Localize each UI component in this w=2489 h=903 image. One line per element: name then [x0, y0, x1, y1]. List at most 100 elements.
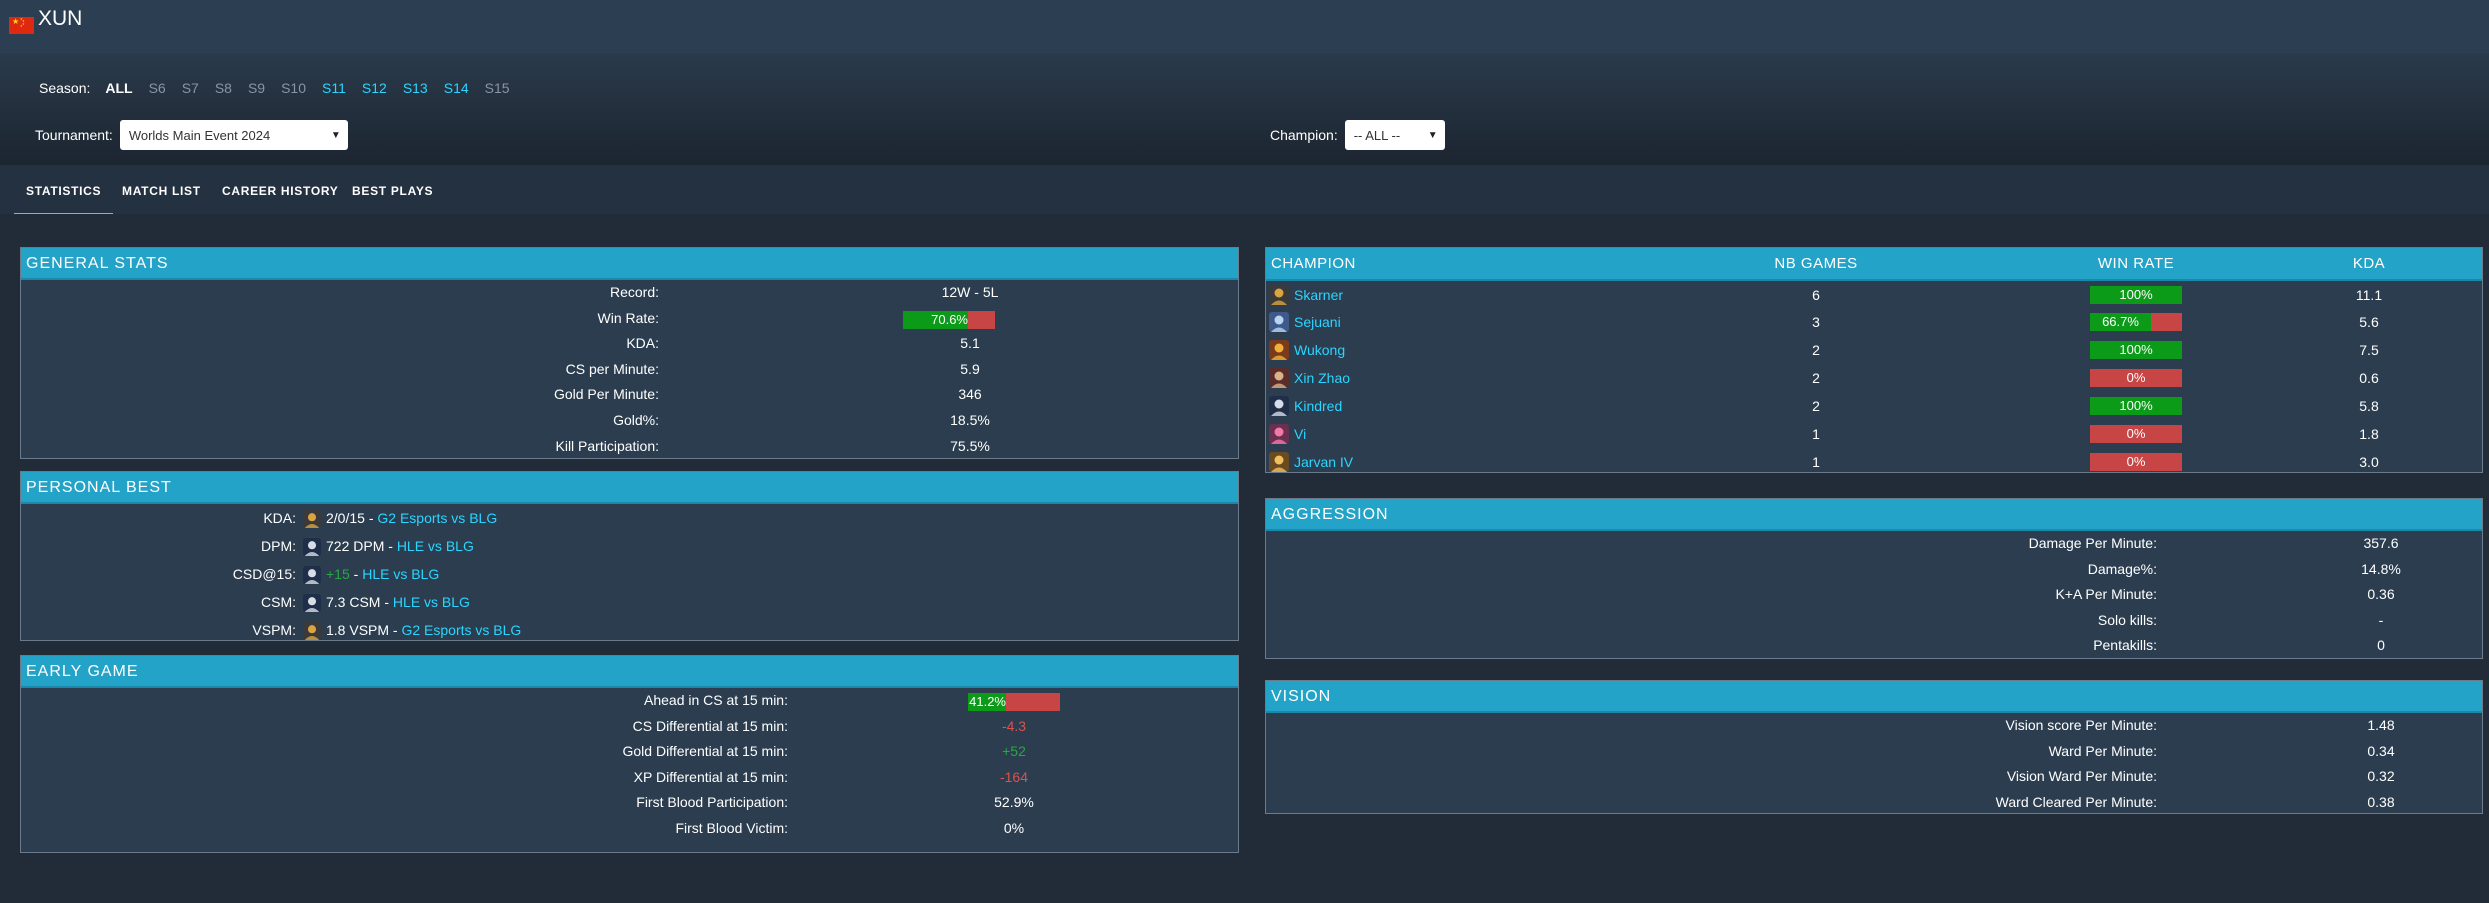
- winrate-bar: 0%: [2090, 425, 2182, 444]
- personal-best-title: PERSONAL BEST: [21, 472, 1238, 504]
- season-s13[interactable]: S13: [402, 80, 428, 96]
- tab-best-plays[interactable]: BEST PLAYS: [352, 184, 434, 198]
- winrate-bar: 100%: [2090, 397, 2182, 416]
- games-cell: 2: [1812, 342, 1820, 358]
- season-s7: S7: [181, 80, 199, 96]
- ahead-cs-value: 41.2%: [969, 694, 1006, 709]
- champion-cell: Wukong: [1266, 336, 1616, 364]
- winrate-fill: 100%: [2090, 285, 2182, 304]
- early-game-value: -164: [999, 768, 1029, 785]
- champion-link[interactable]: Vi: [1294, 426, 1307, 442]
- personal-best-match-link[interactable]: G2 Esports vs BLG: [377, 510, 498, 526]
- winrate-bar: 0%: [2090, 453, 2182, 472]
- tab-statistics[interactable]: STATISTICS: [14, 184, 114, 216]
- vision-row: Ward Per Minute: 0.34: [1266, 739, 2482, 765]
- general-stat-label: KDA:: [626, 335, 659, 352]
- winrate-cell: 0%: [2016, 364, 2256, 392]
- champion-link[interactable]: Xin Zhao: [1294, 370, 1351, 386]
- general-stat-value: 5.1: [960, 335, 980, 352]
- skarner-icon: [303, 621, 321, 640]
- champion-link[interactable]: Kindred: [1294, 398, 1343, 414]
- games-cell: 3: [1812, 314, 1820, 330]
- lossrate-fill: [2151, 313, 2182, 332]
- champion-link[interactable]: Jarvan IV: [1294, 454, 1354, 470]
- ahead-cs-fill: 41.2%: [968, 693, 1006, 711]
- aggression-label: Damage Per Minute:: [2028, 535, 2157, 551]
- vision-value: 0.32: [2367, 768, 2395, 785]
- kda-cell: 7.5: [2359, 342, 2379, 358]
- season-s14[interactable]: S14: [443, 80, 469, 96]
- aggression-value: 357.6: [2363, 535, 2399, 551]
- kda-cell: 0.6: [2359, 370, 2379, 386]
- champion-row: Skarner 6 100% 11.1: [1266, 280, 2482, 308]
- personal-best-value-wrap: 2/0/15 - G2 Esports vs BLG: [326, 504, 497, 532]
- early-game-label: Gold Differential at 15 min:: [622, 743, 789, 760]
- record-value: 12W - 5L: [941, 284, 999, 300]
- winrate-value: 100%: [2119, 398, 2153, 414]
- champion-link[interactable]: Sejuani: [1294, 314, 1341, 330]
- champion-select[interactable]: -- ALL -- ▼: [1344, 120, 1445, 150]
- early-game-value: +52: [1002, 743, 1026, 760]
- champion-filter-label: Champion:: [1270, 127, 1338, 143]
- kda-cell: 11.1: [2355, 286, 2383, 303]
- winrate-cell: 100%: [2016, 392, 2256, 420]
- personal-best-match-link[interactable]: G2 Esports vs BLG: [401, 622, 522, 638]
- separator: -: [389, 622, 402, 638]
- sejuani-icon: [1269, 312, 1289, 332]
- champion-row: Jarvan IV 1 0% 3.0: [1266, 448, 2482, 476]
- tab-career-history[interactable]: CAREER HISTORY: [222, 184, 339, 198]
- games-column-header: NB GAMES: [1774, 255, 1858, 272]
- winrate-value: 100%: [2119, 286, 2153, 302]
- season-s12[interactable]: S12: [361, 80, 387, 96]
- general-stats-panel: GENERAL STATS Record: 12W - 5L Win Rate:…: [20, 247, 1239, 459]
- season-all[interactable]: ALL: [105, 80, 133, 96]
- personal-best-match-link[interactable]: HLE vs BLG: [392, 594, 470, 610]
- aggression-value: -: [2378, 611, 2384, 628]
- tournament-label: Tournament:: [35, 127, 113, 143]
- general-stat-row: KDA: 5.1: [21, 331, 1238, 357]
- tab-bar: STATISTICS MATCH LIST CAREER HISTORY BES…: [0, 165, 2489, 216]
- ahead-cs-row: Ahead in CS at 15 min: 41.2%: [21, 688, 1238, 714]
- personal-best-match-link[interactable]: HLE vs BLG: [362, 566, 440, 582]
- season-filter: Season: ALL S6 S7 S8 S9 S10 S11 S12 S13 S14 S15: [39, 80, 526, 96]
- season-s9: S9: [247, 80, 266, 96]
- champion-cell: Sejuani: [1266, 308, 1616, 336]
- general-stat-value: 75.5%: [950, 437, 990, 454]
- winrate-value: 100%: [2119, 342, 2153, 358]
- champion-cell: Vi: [1266, 420, 1616, 448]
- personal-best-label: CSM:: [261, 594, 296, 610]
- tournament-select[interactable]: Worlds Main Event 2024 ▼: [119, 120, 348, 150]
- player-name: XUN: [38, 7, 83, 30]
- champion-link[interactable]: Skarner: [1294, 286, 1344, 303]
- skarner-icon: [1269, 284, 1289, 305]
- vision-title: VISION: [1266, 681, 2482, 713]
- champion-link[interactable]: Wukong: [1294, 342, 1346, 358]
- general-stat-value: 5.9: [960, 360, 980, 377]
- aggression-value: 0: [2377, 637, 2385, 654]
- general-stat-value: 346: [958, 386, 982, 403]
- kda-cell: 1.8: [2359, 426, 2379, 442]
- season-s11[interactable]: S11: [322, 80, 346, 96]
- skarner-icon: [303, 509, 321, 528]
- early-game-value: 0%: [1003, 819, 1025, 836]
- season-s8: S8: [214, 80, 232, 96]
- record-label: Record:: [609, 284, 659, 300]
- aggression-row: K+A Per Minute: 0.36: [1266, 582, 2482, 608]
- champion-cell: Skarner: [1266, 280, 1616, 308]
- champion-cell: Jarvan IV: [1266, 448, 1616, 476]
- vision-value: 0.34: [2367, 742, 2395, 759]
- tab-match-list[interactable]: MATCH LIST: [122, 184, 201, 198]
- winrate-value: 0%: [2126, 454, 2146, 470]
- personal-best-value: +15: [326, 566, 350, 582]
- win-rate-value: 70.6%: [931, 311, 968, 327]
- early-game-row: Gold Differential at 15 min: +52: [21, 739, 1238, 765]
- champion-cell: Kindred: [1266, 392, 1616, 420]
- chevron-down-icon: ▼: [330, 129, 341, 141]
- aggression-title: AGGRESSION: [1266, 499, 2482, 531]
- season-s15: S15: [484, 80, 510, 96]
- personal-best-value-wrap: 1.8 VSPM - G2 Esports vs BLG: [326, 616, 521, 644]
- champion-table: CHAMPION NB GAMES WIN RATE KDA Skarner 6 1…: [1266, 248, 2482, 476]
- separator: -: [364, 510, 378, 526]
- personal-best-match-link[interactable]: HLE vs BLG: [396, 538, 474, 554]
- vision-label: Ward Cleared Per Minute:: [1995, 793, 2157, 810]
